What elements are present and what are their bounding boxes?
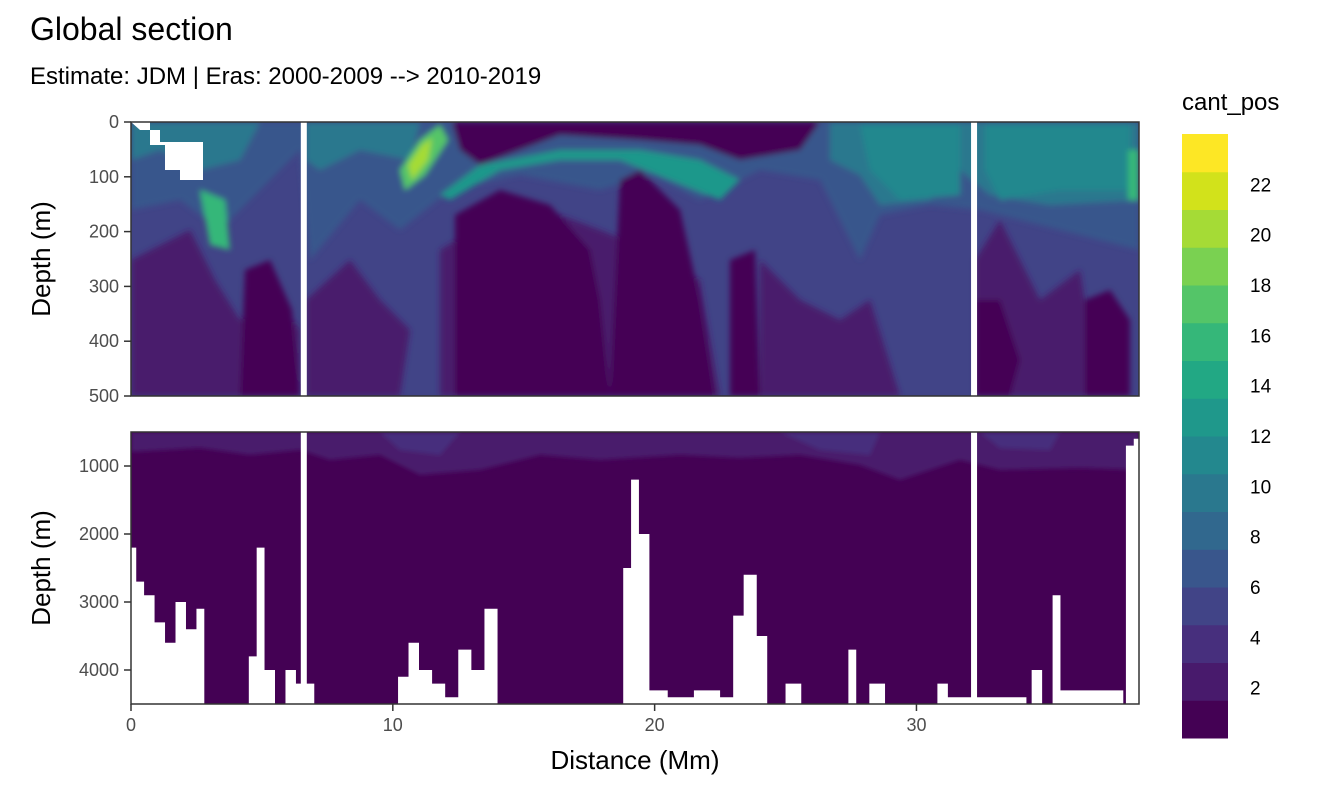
legend-color-step: [1182, 587, 1228, 626]
lower-panel-gaps: [300, 432, 978, 704]
legend-color-step: [1182, 209, 1228, 248]
data-gap-stripe: [300, 122, 307, 396]
field-hotspot-3: [408, 138, 432, 180]
legend-color-step: [1182, 436, 1228, 475]
chart-subtitle: Estimate: JDM | Eras: 2000-2009 --> 2010…: [30, 63, 541, 90]
data-gap-stripe: [300, 432, 307, 704]
x-axis-title: Distance (Mm): [550, 745, 719, 775]
y-tick-label: 0: [109, 112, 119, 132]
upper-panel: 0 100 200 300 400 500: [89, 112, 1140, 406]
upper-panel-gaps: [300, 122, 978, 396]
legend-color-step: [1182, 322, 1228, 361]
legend-label: 20: [1250, 226, 1271, 247]
y-tick-label: 300: [89, 276, 119, 296]
legend-label: 16: [1250, 326, 1271, 347]
y-tick-label: 200: [89, 222, 119, 242]
lower-panel: 1000 2000 3000 4000: [79, 431, 1140, 705]
legend-color-step: [1182, 549, 1228, 588]
x-tick-label: 30: [906, 715, 926, 735]
legend-label: 10: [1250, 477, 1271, 498]
chart-title: Global section: [30, 11, 233, 47]
lower-field-band: [131, 432, 1139, 480]
lower-panel-y-axis: 1000 2000 3000 4000: [79, 456, 131, 680]
y-axis-title-lower: Depth (m): [26, 510, 56, 626]
legend-color-step: [1182, 398, 1228, 437]
lower-field-band-2: [380, 432, 1060, 455]
legend-label: 22: [1250, 175, 1271, 196]
x-tick-label: 0: [126, 715, 136, 735]
legend-color-step: [1182, 700, 1228, 739]
upper-panel-nodata: [131, 122, 203, 180]
legend-label: 8: [1250, 528, 1261, 549]
legend-color-step: [1182, 360, 1228, 399]
y-tick-label: 4000: [79, 660, 119, 680]
legend: cant_pos 2 4 6 8 10 12 14 16 18 20 22: [1182, 89, 1279, 739]
upper-panel-border: [130, 121, 1140, 397]
legend-color-step: [1182, 624, 1228, 663]
y-tick-label: 100: [89, 167, 119, 187]
legend-label: 12: [1250, 427, 1271, 448]
y-tick-label: 3000: [79, 592, 119, 612]
y-tick-label: 500: [89, 386, 119, 406]
data-gap-stripe: [971, 432, 978, 704]
legend-color-step: [1182, 511, 1228, 550]
legend-color-step: [1182, 662, 1228, 701]
field-region-c: [860, 125, 1130, 200]
legend-color-step: [1182, 171, 1228, 210]
y-tick-label: 1000: [79, 456, 119, 476]
x-axis: 0 10 20 30: [126, 704, 926, 735]
legend-title: cant_pos: [1182, 89, 1279, 116]
upper-panel-field: [131, 122, 1139, 396]
field-hotspot-4: [1128, 150, 1139, 200]
y-axis-title-upper: Depth (m): [26, 201, 56, 317]
seafloor-mask: [131, 432, 1139, 704]
legend-label: 2: [1250, 679, 1261, 700]
legend-color-step: [1182, 134, 1228, 173]
legend-label: 14: [1250, 377, 1272, 398]
field-band-c1: [440, 150, 740, 200]
upper-panel-y-axis: 0 100 200 300 400 500: [89, 112, 131, 406]
data-gap-stripe: [971, 122, 978, 396]
legend-label: 6: [1250, 578, 1261, 599]
x-tick-label: 10: [383, 715, 403, 735]
legend-color-step: [1182, 473, 1228, 512]
field-hotspot-1: [200, 190, 230, 250]
legend-label: 4: [1250, 628, 1261, 649]
x-tick-label: 20: [645, 715, 665, 735]
field-region-e: [240, 122, 1130, 396]
y-tick-label: 400: [89, 331, 119, 351]
lower-panel-border: [130, 431, 1140, 705]
legend-label: 18: [1250, 276, 1271, 297]
legend-color-step: [1182, 285, 1228, 324]
y-tick-label: 2000: [79, 524, 119, 544]
lower-panel-field: [131, 432, 1139, 480]
legend-color-step: [1182, 247, 1228, 286]
